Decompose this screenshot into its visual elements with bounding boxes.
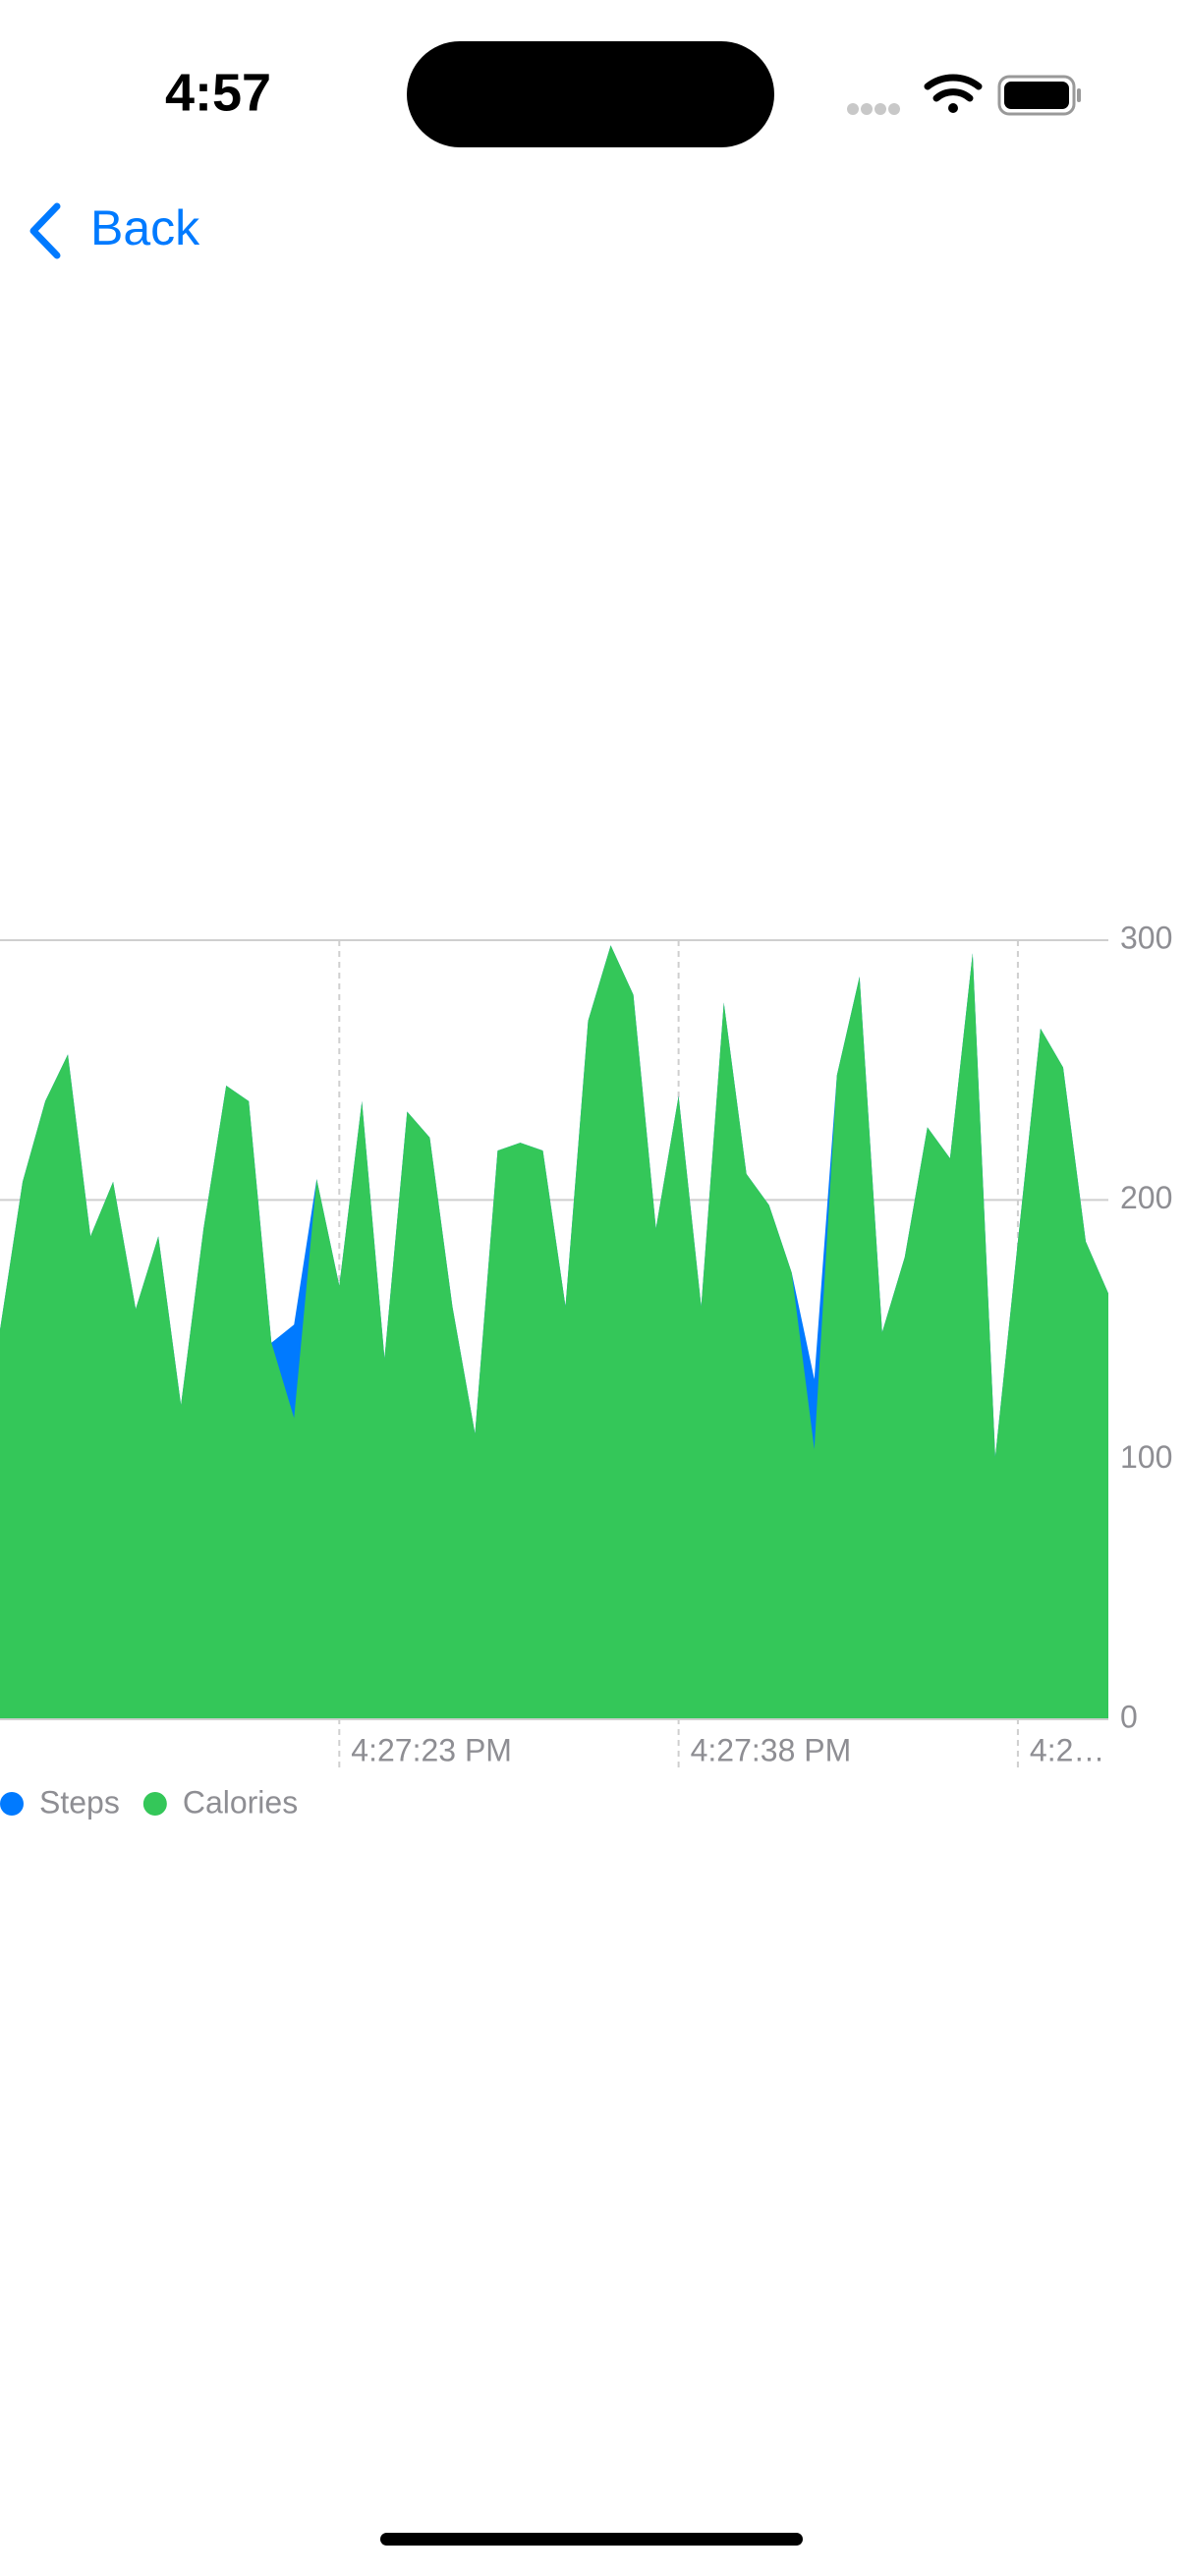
wifi <box>924 74 983 113</box>
home-indicator <box>380 2533 803 2546</box>
back-chevron[interactable] <box>29 202 61 259</box>
y-tick-label: 300 <box>1120 920 1172 955</box>
x-tick-label: 4:27:38 PM <box>691 1732 852 1767</box>
legend-label: Steps <box>39 1784 120 1820</box>
y-tick-label: 200 <box>1120 1180 1172 1215</box>
legend-swatch <box>0 1792 24 1816</box>
y-tick-label: 0 <box>1120 1699 1138 1734</box>
y-tick-label: 100 <box>1120 1439 1172 1475</box>
x-tick-label: 4:27:23 PM <box>351 1732 512 1767</box>
legend-swatch <box>142 1792 167 1816</box>
back-label[interactable]: Back <box>90 200 200 255</box>
dynamic-island <box>407 41 774 147</box>
status-time: 4:57 <box>165 63 271 122</box>
area <box>0 945 1108 1719</box>
legend-label: Calories <box>183 1784 298 1820</box>
signal <box>847 103 900 115</box>
battery <box>997 75 1081 116</box>
back-button[interactable]: Back <box>29 200 200 259</box>
x-tick-label: 4:2… <box>1030 1732 1104 1767</box>
chart: 0 100 200 300 4:27:23 PM 4:27:38 PM 4:2… Steps C… <box>0 920 1172 1820</box>
